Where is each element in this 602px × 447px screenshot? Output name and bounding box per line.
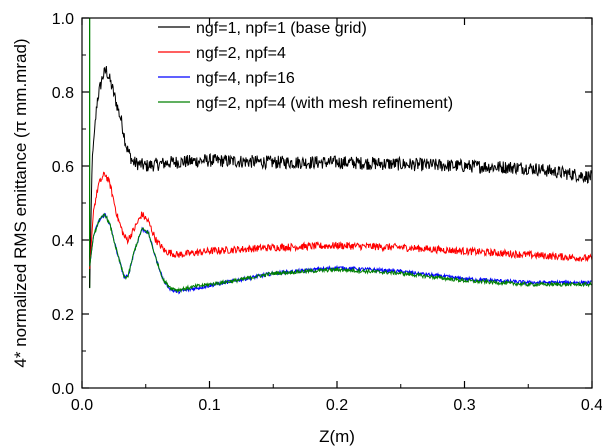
legend-label-1: ngf=1, npf=1 (base grid) <box>196 20 367 37</box>
legend-label-4: ngf=2, npf=4 (with mesh refinement) <box>196 95 453 112</box>
x-axis-title: Z(m) <box>319 427 355 446</box>
y-tick-label: 1.0 <box>52 11 74 28</box>
y-tick-label: 0.6 <box>52 159 74 176</box>
y-axis-title: 4* normalized RMS emittance (π mm.mrad) <box>11 38 30 367</box>
x-tick-label: 0.1 <box>198 397 220 414</box>
x-tick-label: 0.2 <box>326 397 348 414</box>
y-tick-label: 0.8 <box>52 85 74 102</box>
series-layer <box>89 18 593 295</box>
tick-layer: 0.0 0.1 0.2 0.3 0.4 0.0 0.2 0.4 0.6 0.8 1.0 <box>52 11 602 414</box>
x-tick-label: 0.0 <box>71 397 93 414</box>
x-tick-label: 0.4 <box>581 397 602 414</box>
y-tick-label: 0.0 <box>52 381 74 398</box>
legend-label-3: ngf=4, npf=16 <box>196 70 295 87</box>
x-tick-label: 0.3 <box>453 397 475 414</box>
y-tick-label: 0.4 <box>52 233 74 250</box>
series-line-1 <box>89 65 593 288</box>
y-tick-label: 0.2 <box>52 307 74 324</box>
series-line-4 <box>89 213 593 294</box>
legend-label-2: ngf=2, npf=4 <box>196 45 286 62</box>
series-line-3 <box>89 212 593 295</box>
series-line-2 <box>89 171 593 269</box>
legend: ngf=1, npf=1 (base grid) ngf=2, npf=4 ngf=… <box>158 20 453 112</box>
